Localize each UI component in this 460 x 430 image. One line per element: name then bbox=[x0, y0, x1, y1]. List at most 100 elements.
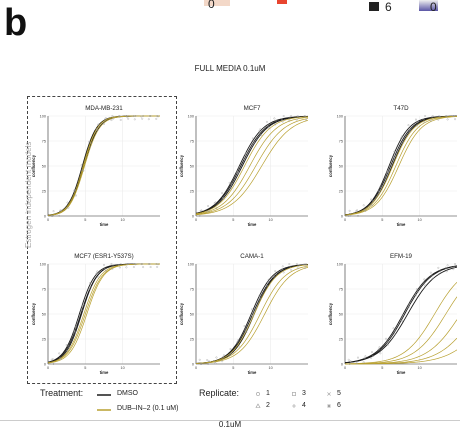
replicate-point bbox=[223, 354, 225, 357]
treatment-legend-dub: DUB–IN–2 (0.1 uM) bbox=[117, 405, 179, 412]
growth-curve bbox=[196, 115, 308, 214]
replicate-point bbox=[237, 339, 239, 342]
replicate-point bbox=[386, 170, 389, 172]
replicate-point bbox=[110, 263, 113, 265]
replicate-point bbox=[453, 115, 456, 118]
replicate-point bbox=[200, 209, 203, 212]
replicate-point bbox=[303, 263, 306, 266]
replicate-point bbox=[134, 115, 137, 117]
growth-curve bbox=[48, 263, 160, 364]
growth-curve bbox=[196, 117, 308, 215]
replicate-point bbox=[355, 360, 358, 363]
replicate-point bbox=[349, 214, 352, 217]
replicate-point bbox=[454, 118, 456, 121]
replicate-point bbox=[378, 346, 381, 349]
replicate-point bbox=[252, 310, 255, 313]
y-tick-label: 25 bbox=[339, 189, 343, 193]
replicate-point bbox=[228, 181, 231, 184]
replicate-point bbox=[58, 214, 61, 217]
replicate-point bbox=[251, 143, 253, 146]
replicate-point bbox=[147, 118, 150, 121]
replicate-point bbox=[280, 118, 283, 121]
replicate-point bbox=[348, 209, 351, 212]
x-tick-label: 10 bbox=[418, 218, 422, 222]
x-tick-label: 0 bbox=[344, 218, 346, 222]
growth-curve bbox=[48, 115, 160, 216]
replicate-point bbox=[198, 358, 201, 361]
x-tick-label: 10 bbox=[121, 366, 125, 370]
replicate-point bbox=[401, 314, 404, 316]
bottom-caption: 0.1uM bbox=[218, 420, 242, 429]
replicate-point bbox=[362, 361, 365, 364]
replicate-point bbox=[431, 115, 434, 117]
growth-curve bbox=[48, 263, 160, 364]
replicate-point bbox=[89, 146, 91, 149]
growth-curve bbox=[48, 263, 160, 364]
replicate-point bbox=[230, 182, 233, 185]
replicate-point bbox=[267, 126, 270, 129]
replicate-point bbox=[221, 360, 224, 363]
replicate-point bbox=[452, 268, 455, 271]
replicate-point bbox=[362, 204, 365, 207]
y-tick-label: 100 bbox=[40, 114, 46, 118]
replicate-point bbox=[112, 117, 115, 120]
replicate-point bbox=[446, 264, 449, 267]
replicate-point bbox=[416, 291, 419, 294]
replicate-point bbox=[243, 157, 246, 160]
growth-curve bbox=[196, 118, 308, 215]
color-swatch bbox=[369, 2, 379, 11]
replicate-point bbox=[228, 354, 231, 356]
growth-curve bbox=[345, 266, 457, 364]
replicate-point bbox=[200, 363, 203, 365]
replicate-point bbox=[290, 115, 293, 117]
replicate-point bbox=[252, 141, 255, 144]
y-tick-label: 25 bbox=[42, 189, 46, 193]
replicate-point bbox=[394, 329, 397, 332]
replicate-point bbox=[88, 140, 90, 143]
y-axis-label: confluency bbox=[179, 302, 184, 325]
replicate-point bbox=[104, 269, 107, 272]
replicate-point bbox=[74, 331, 76, 334]
y-tick-label: 75 bbox=[190, 287, 194, 291]
replicate-point bbox=[95, 272, 98, 275]
replicate-point bbox=[127, 117, 130, 120]
y-tick-label: 0 bbox=[341, 214, 343, 218]
replicate-point bbox=[372, 199, 374, 202]
replicate-point bbox=[236, 170, 238, 173]
replicate-point bbox=[88, 288, 90, 291]
panel-title: CAMA-1 bbox=[240, 253, 264, 260]
x-tick-label: 10 bbox=[269, 366, 273, 370]
x-tick-label: 5 bbox=[381, 366, 383, 370]
replicate-point bbox=[385, 175, 387, 178]
replicate-point bbox=[259, 297, 262, 300]
replicate-point bbox=[126, 263, 129, 265]
growth-curve bbox=[345, 115, 457, 216]
replicate-point bbox=[454, 263, 456, 265]
replicate-point bbox=[363, 357, 366, 360]
replicate-point bbox=[206, 359, 209, 361]
growth-curve bbox=[345, 116, 457, 216]
replicate-legend-1: 1 bbox=[266, 390, 270, 397]
replicate-point bbox=[357, 214, 359, 217]
replicate-point bbox=[400, 320, 403, 322]
replicate-point bbox=[236, 341, 238, 344]
replicate-point bbox=[245, 331, 248, 333]
replicate-point bbox=[429, 271, 432, 274]
growth-curve bbox=[196, 116, 308, 215]
replicate-point bbox=[280, 268, 283, 271]
replicate-point bbox=[133, 118, 136, 121]
replicate-point bbox=[149, 115, 152, 117]
y-axis-label: confluency bbox=[328, 302, 333, 325]
replicate-point bbox=[156, 266, 159, 268]
replicate-point bbox=[237, 166, 240, 169]
replicate-point bbox=[305, 263, 307, 265]
replicate-point bbox=[60, 209, 62, 212]
panel-title: MDA-MB-231 bbox=[85, 105, 123, 112]
replicate-point bbox=[377, 190, 380, 193]
replicate-legend-5: 5 bbox=[337, 390, 341, 397]
replicate-point bbox=[221, 192, 224, 195]
replicate-point bbox=[141, 117, 144, 120]
replicate-point bbox=[445, 115, 448, 117]
replicate-point bbox=[274, 270, 277, 273]
replicate-point bbox=[66, 349, 69, 352]
